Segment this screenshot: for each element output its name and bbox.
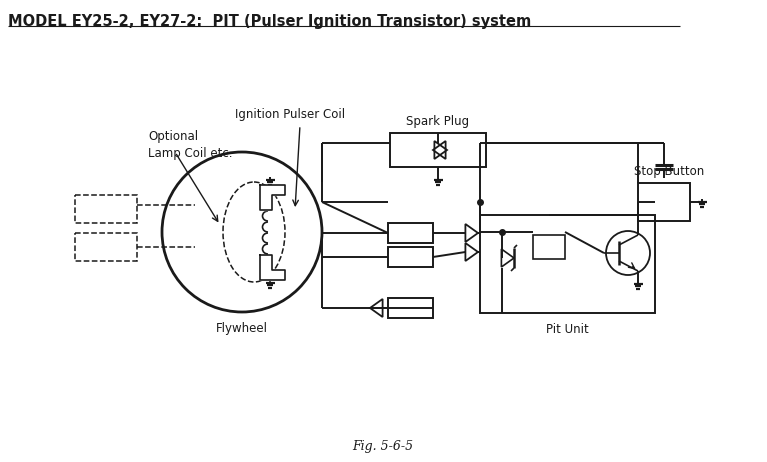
Text: Fig. 5-6-5: Fig. 5-6-5 — [353, 440, 413, 453]
Text: Pit Unit: Pit Unit — [546, 323, 589, 336]
Bar — [638, 183, 690, 221]
Bar — [388, 247, 433, 267]
Text: Stop Button: Stop Button — [634, 165, 704, 178]
Bar — [388, 223, 433, 243]
Bar — [388, 298, 433, 318]
Bar — [390, 133, 486, 167]
Text: Optional
Lamp Coil etc.: Optional Lamp Coil etc. — [148, 130, 232, 160]
Polygon shape — [260, 255, 285, 280]
Bar — [480, 215, 655, 313]
Text: Ignition Pulser Coil: Ignition Pulser Coil — [235, 108, 345, 121]
Text: Spark Plug: Spark Plug — [407, 115, 469, 128]
Text: Flywheel: Flywheel — [216, 322, 268, 335]
Bar — [533, 235, 565, 259]
Bar — [75, 195, 137, 223]
Text: MODEL EY25-2, EY27-2:  PIT (Pulser Ignition Transistor) system: MODEL EY25-2, EY27-2: PIT (Pulser Igniti… — [8, 14, 532, 29]
Polygon shape — [260, 185, 285, 210]
Bar — [75, 233, 137, 261]
